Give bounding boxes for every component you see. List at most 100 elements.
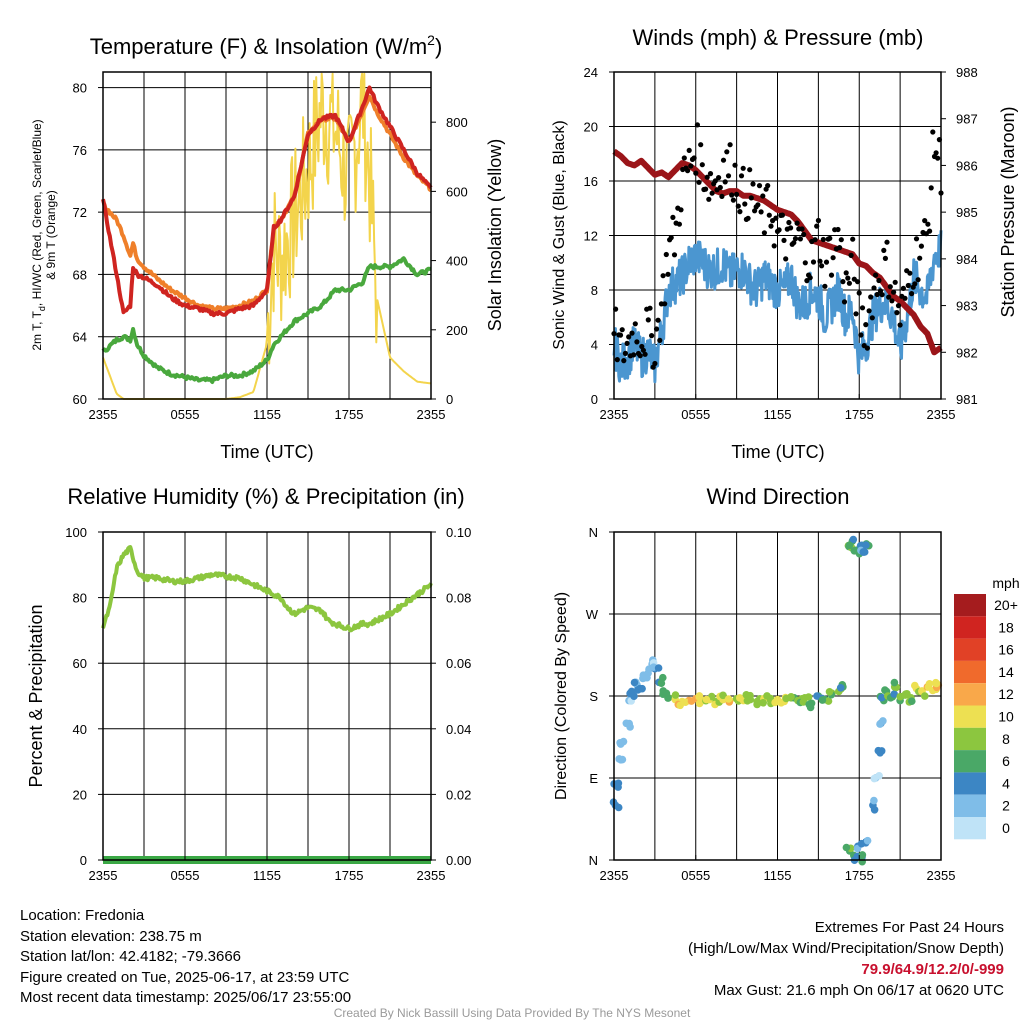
- gust-point: [771, 243, 777, 249]
- direction-point: [842, 843, 851, 852]
- y-tick-label: 80: [73, 591, 87, 606]
- y-tick-label: 68: [73, 267, 87, 282]
- gust-point: [859, 305, 866, 311]
- direction-point: [753, 700, 761, 709]
- direction-point: [870, 806, 879, 814]
- gust-point: [756, 183, 763, 189]
- gust-point: [927, 228, 933, 234]
- gust-point: [725, 173, 732, 179]
- gust-point: [848, 252, 854, 258]
- gust-point: [649, 333, 655, 339]
- winds-panel: Winds (mph) & Pressure (mb) 2355 0555 1155…: [551, 25, 1018, 462]
- x-tick-label: 1755: [845, 407, 874, 422]
- humidity-y-label: Percent & Precipitation: [26, 604, 46, 787]
- gust-point: [794, 220, 800, 226]
- winds-x-label: Time (UTC): [731, 442, 824, 462]
- gust-point: [855, 279, 861, 285]
- y-tick-right-label: 985: [956, 205, 978, 220]
- gust-point: [935, 155, 941, 161]
- direction-point: [681, 698, 690, 706]
- gust-point: [918, 243, 925, 249]
- y-tick-right-label: 0.04: [446, 722, 471, 737]
- gust-point: [783, 256, 789, 262]
- x-tick-label: 1755: [335, 407, 364, 422]
- gust-point: [838, 237, 844, 243]
- gust-point: [735, 203, 741, 209]
- gust-point: [892, 279, 898, 285]
- gust-point: [884, 239, 890, 245]
- y-tick-right-label: 800: [446, 115, 468, 130]
- gust-point: [717, 184, 723, 191]
- gust-point: [922, 218, 928, 224]
- gust-point: [928, 185, 934, 191]
- direction-point: [638, 684, 646, 693]
- gust-point: [655, 317, 661, 323]
- gust-point: [799, 226, 805, 232]
- gust-point: [665, 271, 671, 277]
- gust-point: [792, 236, 799, 242]
- direction-point: [806, 703, 815, 712]
- colorbar-swatch: [954, 683, 986, 706]
- direction-point: [877, 693, 886, 702]
- pressure-line: [612, 148, 943, 356]
- direction-point: [654, 664, 663, 672]
- colorbar-label: 14: [998, 664, 1014, 680]
- gust-point: [915, 277, 921, 283]
- x-tick-label: 2355: [89, 868, 118, 883]
- gust-point: [755, 202, 761, 208]
- gust-point: [742, 201, 748, 207]
- gust-point: [696, 179, 702, 185]
- y-tick-right-label: 987: [956, 112, 978, 127]
- gust-point: [685, 168, 691, 174]
- gust-point: [632, 321, 638, 327]
- gust-point: [802, 260, 808, 266]
- gust-point: [748, 195, 754, 201]
- gust-point: [652, 360, 658, 367]
- elevation-text: Station elevation: 238.75 m: [20, 927, 202, 945]
- direction-point: [771, 698, 779, 707]
- gust-point: [626, 334, 632, 340]
- direction-point: [813, 692, 821, 700]
- wind-line: [612, 230, 943, 384]
- gust-point: [722, 179, 728, 185]
- gust-point: [706, 196, 712, 202]
- gust-point: [858, 332, 864, 338]
- colorbar-label: 0: [1002, 820, 1010, 836]
- gust-point: [845, 275, 851, 281]
- y-tick-label: 12: [584, 229, 598, 244]
- colorbar-label: 2: [1002, 798, 1010, 814]
- x-tick-label: 2355: [927, 868, 956, 883]
- gust-point: [879, 292, 885, 298]
- max-gust-text: Max Gust: 21.6 mph On 06/17 at 0620 UTC: [713, 982, 1004, 999]
- direction-point: [626, 723, 634, 731]
- gust-point: [642, 351, 648, 357]
- y-tick-right-label: 0.10: [446, 525, 471, 540]
- y-tick-label: 0: [80, 853, 87, 868]
- gust-point: [622, 350, 629, 356]
- insolation-y-label: Solar Insolation (Yellow): [485, 139, 505, 331]
- direction-point: [657, 679, 666, 687]
- gust-point: [866, 308, 872, 314]
- gust-point: [876, 277, 882, 284]
- gust-point: [703, 186, 709, 192]
- x-tick-label: 1755: [845, 868, 874, 883]
- humidity-line: [101, 545, 433, 633]
- gust-point: [869, 315, 875, 321]
- gust-point: [863, 322, 869, 328]
- gust-point: [694, 122, 701, 128]
- colorbar-title: mph: [992, 575, 1019, 591]
- gust-point: [727, 142, 733, 148]
- y-tick-right-label: 0: [446, 392, 453, 407]
- gust-point: [719, 193, 725, 199]
- y-tick-right-label: 400: [446, 254, 468, 269]
- humidity-panel: Relative Humidity (%) & Precipitation (i…: [26, 484, 471, 883]
- direction-point: [616, 739, 624, 747]
- station-info: Location: Fredonia Station elevation: 23…: [20, 906, 351, 1009]
- gust-point: [781, 237, 787, 243]
- gust-point: [698, 142, 704, 148]
- y-tick-label: 60: [73, 392, 87, 407]
- gust-point: [822, 283, 828, 289]
- gust-point: [900, 285, 907, 291]
- direction-point: [850, 547, 859, 555]
- gust-point: [801, 231, 807, 238]
